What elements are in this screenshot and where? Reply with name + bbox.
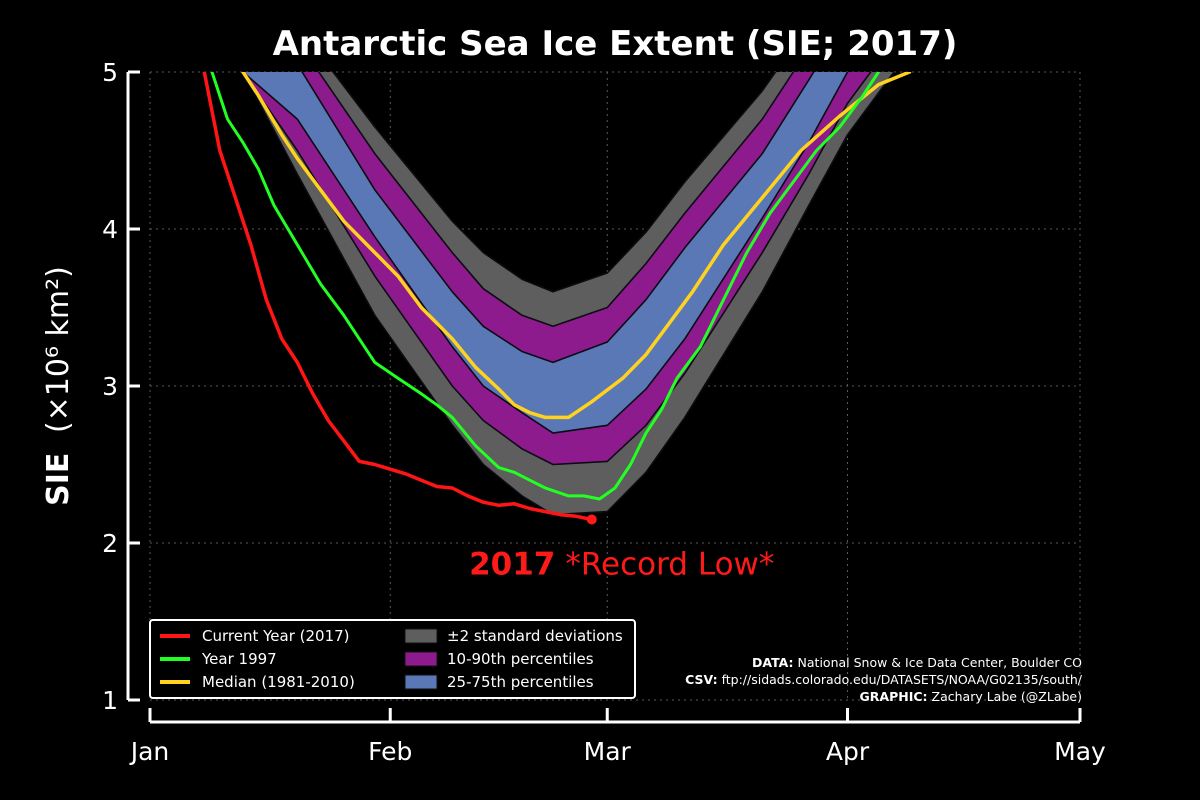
record-low-text: *Record Low* [565,546,774,582]
y-tick-label: 5 [102,58,118,87]
series-lines [202,72,912,522]
x-tick-label: Mar [584,737,632,766]
x-tick-label: Feb [368,737,412,766]
y-tick-label: 1 [102,686,118,715]
source-graphic-text: Zachary Labe (@ZLabe) [932,689,1082,704]
series-line-year-1997 [210,72,880,501]
legend-label: 10-90th percentiles [447,650,594,668]
y-axis-label: SIE (×10⁶ km²) [41,266,76,506]
x-tick-label: Jan [129,737,170,766]
record-low-label: 2017 *Record Low* [469,546,774,582]
legend-label: ±2 standard deviations [447,627,623,645]
axes: 1 2 3 4 5 Jan Feb Mar Apr May [102,58,1106,766]
legend-swatch-patch [404,674,438,690]
series-line-median-1981-2010- [241,72,912,420]
legend-box [149,619,636,699]
source-graphic-label: GRAPHIC: [860,689,928,704]
legend: Current Year (2017) Year 1997 Median (1981… [149,619,636,699]
source-csv-line: CSV: ftp://sidads.colorado.edu/DATASETS/… [685,672,1083,687]
legend-label: Current Year (2017) [202,627,350,645]
x-tick-label: May [1054,737,1106,766]
y-tick-label: 4 [102,215,118,244]
source-graphic-line: GRAPHIC: Zachary Labe (@ZLabe) [860,689,1082,704]
y-tick-label: 2 [102,529,118,558]
legend-label: Median (1981-2010) [202,673,355,691]
percentile-bands [241,72,895,516]
series-line-current-year-2017- [202,72,594,522]
source-csv-text: ftp://sidads.colorado.edu/DATASETS/NOAA/… [722,672,1083,687]
source-data-text: National Snow & Ice Data Center, Boulder… [798,655,1083,670]
source-credits: DATA: National Snow & Ice Data Center, B… [685,655,1083,704]
record-low-year: 2017 [469,546,555,582]
y-tick-label: 3 [102,372,118,401]
record-low-annotation: 2017 *Record Low* [469,514,774,582]
chart-title: Antarctic Sea Ice Extent (SIE; 2017) [273,24,958,64]
source-csv-label: CSV: [685,672,718,687]
legend-label: Year 1997 [201,650,277,668]
x-tick-label: Apr [826,737,870,766]
record-low-point [586,514,597,525]
source-data-line: DATA: National Snow & Ice Data Center, B… [752,655,1082,670]
svg-text:SIE (×10⁶ km²): SIE (×10⁶ km²) [41,266,76,506]
band-25-75th-percentiles [241,72,849,434]
y-axis-label-units: (×10⁶ km²) [41,266,76,433]
source-data-label: DATA: [752,655,794,670]
legend-label: 25-75th percentiles [447,673,594,691]
y-axis-label-main: SIE [41,453,76,506]
legend-swatch-patch [404,628,438,644]
legend-swatch-patch [404,651,438,667]
